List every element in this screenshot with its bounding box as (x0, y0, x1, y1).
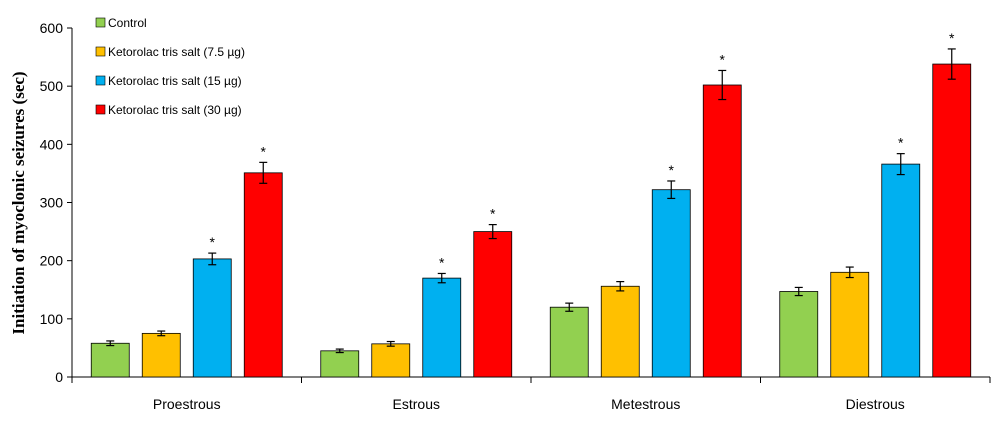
y-tick-label: 300 (40, 195, 64, 211)
bar (243, 172, 283, 378)
error-bar (157, 330, 166, 337)
bar (192, 258, 232, 378)
x-axis: Proestrous Estrous Metestrous Diestrous (71, 376, 991, 412)
significance-marker: * (490, 206, 496, 222)
y-axis-label: Initiation of myoclonic seizures (sec) (9, 71, 28, 334)
significance-marker: * (898, 135, 904, 151)
error-bar (896, 153, 905, 176)
bar (779, 291, 819, 378)
legend-item: Control (95, 16, 147, 30)
error-bar (259, 161, 268, 184)
bars: * * * * * * * * (90, 30, 972, 378)
legend-label: Ketorolac tris salt (30 µg) (108, 103, 242, 117)
error-bar (106, 340, 115, 347)
y-tick-label: 400 (40, 136, 64, 152)
legend-item: Ketorolac tris salt (15 µg) (95, 74, 242, 88)
error-bar (616, 281, 625, 292)
significance-marker: * (720, 51, 726, 67)
error-bar (718, 69, 727, 101)
category-label: Proestrous (153, 396, 221, 412)
category-label: Metestrous (611, 396, 680, 412)
error-bar (208, 252, 217, 266)
error-bar (947, 48, 956, 80)
legend-swatch (95, 17, 106, 28)
y-tick-label: 100 (40, 311, 64, 327)
y-tick-label: 600 (40, 20, 64, 36)
legend-label: Control (108, 16, 147, 30)
error-bar (437, 272, 446, 284)
error-bar (335, 348, 344, 354)
significance-marker: * (439, 254, 445, 270)
error-bar (794, 286, 803, 297)
bar (600, 285, 640, 378)
bar (473, 231, 513, 378)
category-label: Estrous (393, 396, 440, 412)
bar (881, 163, 921, 378)
y-tick-label: 200 (40, 253, 64, 269)
bar (90, 342, 130, 378)
y-tick-label: 500 (40, 78, 64, 94)
bar (371, 343, 411, 378)
y-tick-label: 0 (55, 369, 63, 385)
legend-swatch (95, 104, 106, 115)
error-bar (488, 224, 497, 240)
bar (141, 332, 181, 378)
bar (422, 277, 462, 378)
error-bar (845, 266, 854, 279)
significance-marker: * (669, 162, 675, 178)
significance-marker: * (949, 30, 955, 46)
error-bar (386, 340, 395, 347)
legend-item: Ketorolac tris salt (30 µg) (95, 103, 242, 117)
bar (702, 84, 742, 378)
legend-swatch (95, 75, 106, 86)
category-label: Diestrous (846, 396, 905, 412)
error-bar (565, 302, 574, 312)
legend-label: Ketorolac tris salt (15 µg) (108, 74, 242, 88)
legend-item: Ketorolac tris salt (7.5 µg) (95, 45, 245, 59)
bar (549, 306, 589, 378)
legend-swatch (95, 46, 106, 57)
significance-marker: * (210, 234, 216, 250)
legend-label: Ketorolac tris salt (7.5 µg) (108, 45, 245, 59)
bar (320, 350, 360, 378)
error-bar (667, 180, 676, 200)
bar (932, 63, 972, 378)
significance-marker: * (261, 143, 267, 159)
y-axis: 0 100 200 300 400 500 600 (40, 20, 73, 385)
bar (830, 271, 870, 378)
bar (651, 189, 691, 378)
legend: Control Ketorolac tris salt (7.5 µg) Ketor… (95, 16, 245, 117)
